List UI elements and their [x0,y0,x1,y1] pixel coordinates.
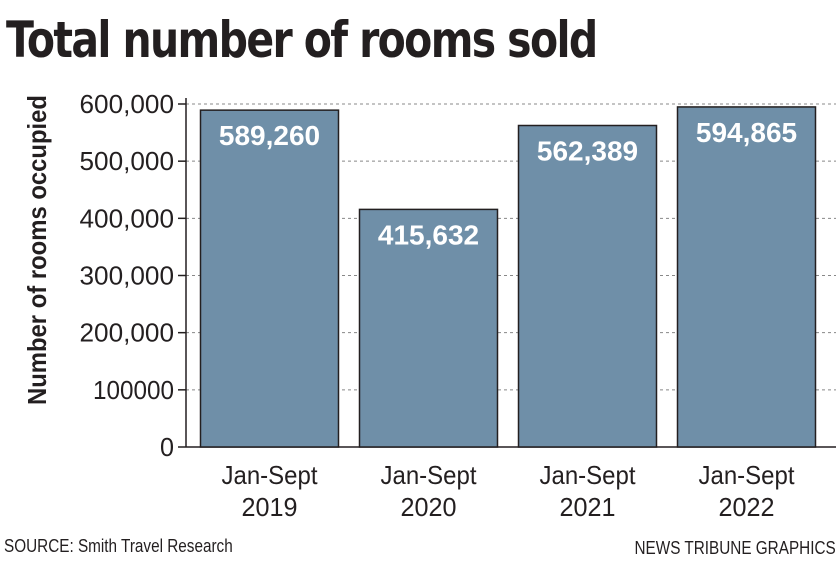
x-category-year: 2019 [242,492,298,522]
credit-note: NEWS TRIBUNE GRAPHICS [634,538,836,558]
x-category-label: Jan-Sept [381,460,478,490]
y-tick-label: 500,000 [80,146,175,176]
y-axis-title: Number of rooms occupied [22,95,52,405]
y-tick-label: 400,000 [80,203,175,233]
x-category-year: 2021 [560,492,616,522]
bar [199,109,340,448]
y-tick-label: 0 [160,432,174,462]
y-tick-label: 300,000 [80,261,175,291]
bar-value-label: 562,389 [537,136,638,167]
bar [676,106,817,448]
y-tick-label: 100000 [93,375,174,405]
x-category-label: Jan-Sept [222,460,319,490]
x-category-label: Jan-Sept [699,460,796,490]
bar-value-label: 594,865 [696,117,797,148]
y-tick-label: 200,000 [80,318,175,348]
x-category-year: 2020 [401,492,457,522]
chart-title: Total number of rooms sold [6,11,598,69]
bar [517,124,658,448]
x-category-year: 2022 [719,492,775,522]
y-tick-label: 600,000 [80,89,175,119]
bar-value-label: 589,260 [219,120,320,151]
bar-value-label: 415,632 [378,219,479,250]
x-category-label: Jan-Sept [540,460,637,490]
bar [358,208,499,448]
source-note: SOURCE: Smith Travel Research [4,536,233,556]
